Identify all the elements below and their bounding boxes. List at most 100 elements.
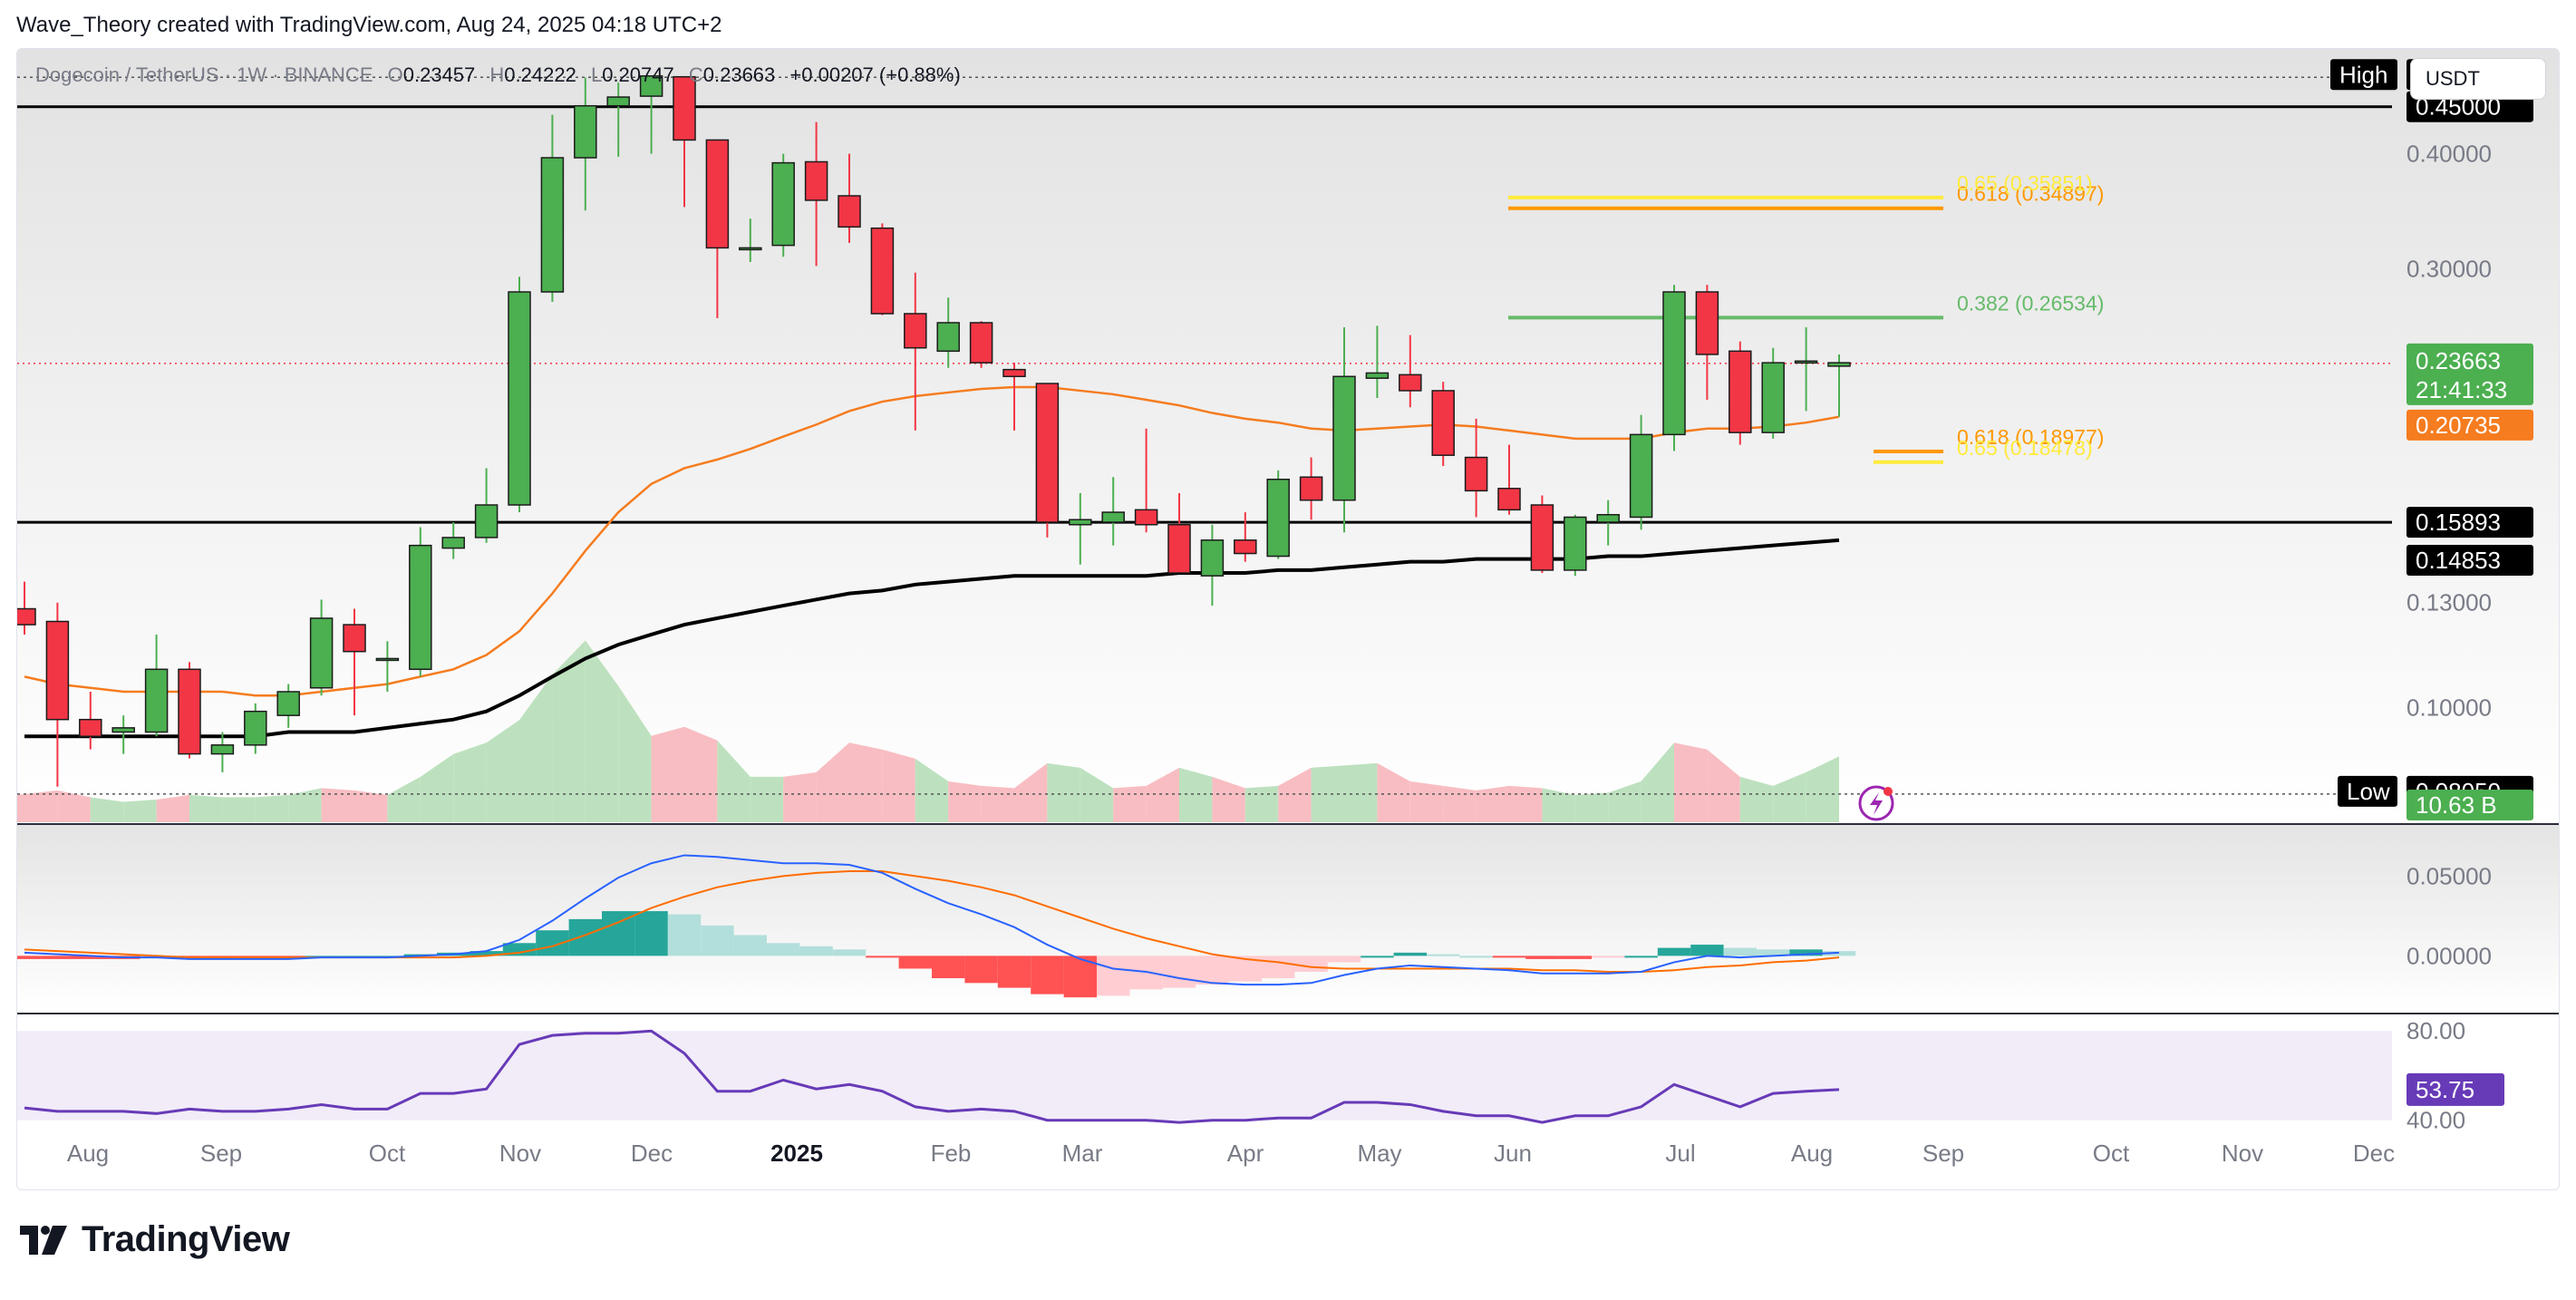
- volume-area-segment: [717, 740, 751, 822]
- volume-badge-bg: [2407, 789, 2533, 820]
- volume-area-segment: [1574, 792, 1609, 822]
- candle-body: [1564, 516, 1587, 571]
- candle-body: [804, 160, 828, 201]
- volume-area-segment: [1806, 756, 1839, 822]
- volume-area-segment: [90, 797, 124, 822]
- candle-body: [1629, 433, 1653, 519]
- macd-histogram-bar: [1592, 956, 1625, 958]
- fib-level-label: 0.382 (0.26534): [1957, 291, 2104, 315]
- volume-area-segment: [1212, 776, 1245, 822]
- candle-body: [1761, 362, 1785, 433]
- time-axis-tick-label: Sep: [1922, 1140, 1964, 1167]
- volume-area-segment: [1542, 788, 1575, 822]
- volume-area-segment: [17, 790, 58, 822]
- candle-body: [1794, 360, 1818, 364]
- low-tag-bg: [2338, 775, 2397, 807]
- candle-body: [574, 104, 597, 159]
- tradingview-logo-icon: [20, 1225, 67, 1255]
- time-axis-tick-label: Feb: [931, 1140, 972, 1167]
- macd-histogram-bar: [1196, 956, 1229, 985]
- macd-line: [24, 854, 1840, 986]
- symbol-legend: Dogecoin / TetherUS · 1W · BINANCE O0.23…: [35, 63, 961, 87]
- macd-histogram-bar: [1262, 956, 1295, 979]
- macd-histogram-bar: [1723, 947, 1757, 956]
- macd-histogram-bar: [1294, 956, 1328, 972]
- ema-fast-badge-bg: [2407, 409, 2533, 441]
- time-axis-tick-label: Dec: [631, 1140, 673, 1167]
- high-label: H: [489, 63, 505, 86]
- rsi-badge-bg: [2407, 1072, 2504, 1106]
- time-axis-tick-label: Nov: [2222, 1140, 2263, 1167]
- tradingview-brand[interactable]: TradingView: [18, 1219, 290, 1260]
- candle-body: [1662, 291, 1686, 436]
- time-axis-tick-label: May: [1357, 1140, 1401, 1167]
- volume-area-segment: [849, 742, 883, 822]
- volume-area-segment: [123, 799, 157, 822]
- countdown-badge: 21:41:33: [2416, 376, 2507, 403]
- candle-body: [1234, 539, 1257, 555]
- candle-body: [1035, 383, 1060, 523]
- candle-body: [45, 620, 70, 721]
- fib-level-label: 0.65 (0.35851): [1957, 171, 2093, 195]
- volume-area-segment: [189, 794, 223, 822]
- volume-area-segment: [882, 749, 915, 822]
- candle-body: [969, 322, 993, 364]
- volume-area-segment: [156, 794, 189, 822]
- macd-histogram-bar: [997, 956, 1031, 988]
- high-tag-label: High: [2339, 61, 2387, 88]
- macd-histogram-bar: [799, 946, 833, 956]
- candle-body: [1134, 509, 1158, 526]
- high-tag-bg: [2330, 59, 2397, 91]
- volume-area-segment: [948, 781, 982, 822]
- macd-histogram-bar: [1492, 956, 1526, 958]
- rsi-axis-tick-label: 80.00: [2407, 1017, 2465, 1044]
- macd-histogram-bar: [1327, 956, 1361, 963]
- macd-histogram-bar: [1657, 947, 1691, 956]
- rsi-badge: 53.75: [2416, 1076, 2474, 1103]
- volume-area-segment: [486, 720, 519, 822]
- macd-histogram-bar: [602, 911, 635, 956]
- change-value: +0.00207 (+0.88%): [789, 63, 961, 86]
- candle-body: [1167, 524, 1191, 574]
- volume-badge: 10.63 B: [2416, 791, 2497, 819]
- time-axis-tick-label: Oct: [369, 1140, 406, 1167]
- rsi-axis-tick-label: 40.00: [2407, 1107, 2465, 1134]
- macd-histogram-bar: [1525, 956, 1559, 959]
- macd-histogram-bar: [568, 918, 602, 956]
- volume-area-segment: [552, 640, 586, 822]
- candle-body: [375, 657, 400, 662]
- candle-body: [244, 710, 267, 746]
- macd-histogram-bar: [964, 956, 998, 984]
- volume-area-segment: [222, 797, 256, 822]
- volume-area-segment: [750, 776, 784, 822]
- volume-area-segment: [1443, 785, 1477, 822]
- volume-area-segment: [618, 685, 652, 822]
- ema-fast-line: [24, 385, 1840, 697]
- volume-area-segment: [1409, 781, 1444, 822]
- volume-area-segment: [684, 726, 718, 822]
- ema-slow-badge: 0.14853: [2416, 547, 2501, 574]
- volume-area-segment: [1047, 762, 1080, 822]
- volume-area-segment: [321, 788, 354, 822]
- candle-body: [606, 96, 630, 107]
- chart-canvas[interactable]: 0.382 (0.26534) 0.618 (0.34897)0.65 (0.35…: [17, 49, 2559, 1189]
- candle-body: [1464, 456, 1488, 492]
- macd-histogram-bar: [1624, 956, 1658, 958]
- candle-body: [1200, 539, 1225, 577]
- time-axis-tick-label: 2025: [770, 1140, 823, 1167]
- macd-histogram-bar: [1097, 956, 1130, 996]
- fib-level-label: 0.65 (0.18478): [1957, 436, 2093, 460]
- macd-histogram-bar: [733, 935, 767, 956]
- candle-body: [1266, 478, 1290, 558]
- candle-body: [1695, 291, 1719, 355]
- macd-axis-tick-label: 0.00000: [2407, 942, 2492, 969]
- volume-area-segment: [387, 776, 421, 822]
- candle-body: [1332, 375, 1356, 501]
- price-axis-tick-label: 0.13000: [2407, 589, 2492, 616]
- candle-body: [1827, 362, 1851, 367]
- candle-body: [1101, 511, 1125, 523]
- close-value: 0.23663: [702, 63, 776, 86]
- currency-selector-button[interactable]: USDT: [2410, 58, 2546, 100]
- macd-histogram-bar: [1031, 956, 1064, 994]
- macd-histogram-bar: [1162, 956, 1196, 988]
